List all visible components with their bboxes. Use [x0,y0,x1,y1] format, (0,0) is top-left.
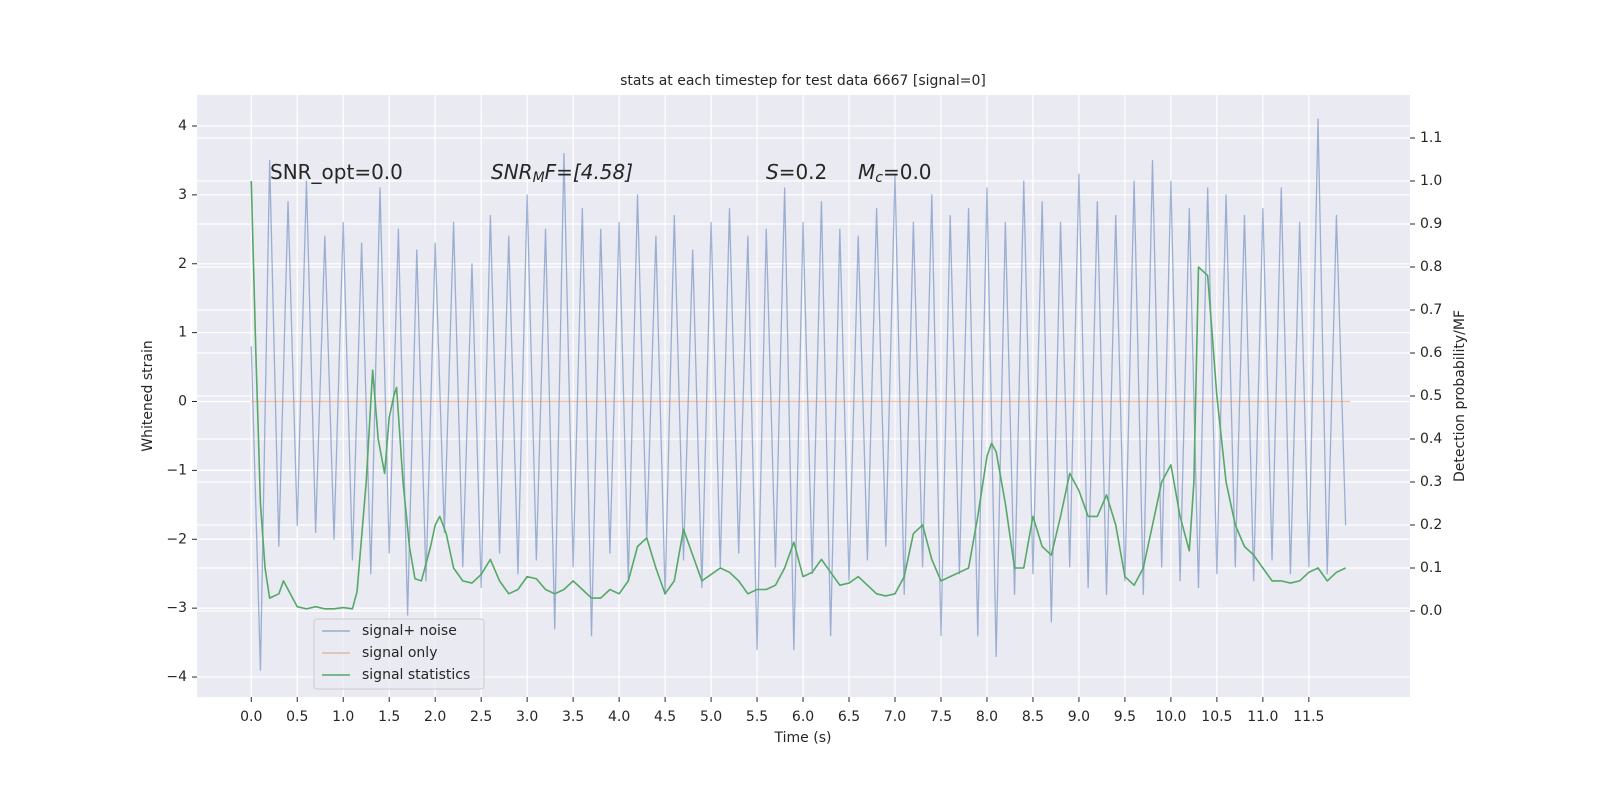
x-tick-label: 2.5 [470,709,492,725]
x-tick-label: 8.0 [976,709,998,725]
y2-tick-label: 0.7 [1420,302,1442,318]
y2-tick-label: 0.5 [1420,388,1442,404]
y2-tick-label: 0.0 [1420,603,1442,619]
series-line [250,118,1347,671]
y2-tick-label: 0.6 [1420,345,1442,361]
y2-tick-label: 0.3 [1420,474,1442,490]
x-tick-label: 8.5 [1022,709,1044,725]
y2-axis-label: Detection probability/MF [1452,310,1468,482]
grid [197,95,1410,697]
y-axis-label: Whitened strain [140,340,156,451]
annotation-base: M [858,160,875,184]
legend-box [313,618,485,690]
y-tick-label: 2 [178,256,187,272]
x-tick-label: 7.5 [930,709,952,725]
x-tick-label: 0.0 [240,709,262,725]
y-tick-label: −1 [166,462,187,478]
annotation: SNRMF=[4.58] [491,160,633,187]
x-tick-label: 3.5 [562,709,584,725]
y2-tick-label: 0.4 [1420,431,1442,447]
y-tick-label: −4 [166,669,187,685]
annotation-base: SNR [491,160,533,184]
x-axis-label: Time (s) [774,730,832,746]
x-tick-label: 1.0 [332,709,354,725]
annotation-rest: =0.2 [779,160,828,184]
x-tick-label: 11.5 [1293,709,1324,725]
x-tick-label: 0.5 [286,709,308,725]
x-tick-label: 4.5 [654,709,676,725]
legend-label: signal only [362,645,437,661]
y2-tick-label: 0.2 [1420,517,1442,533]
x-tick-label: 6.0 [792,709,814,725]
y2-tick-label: 1.1 [1420,130,1442,146]
x-tick-label: 5.5 [746,709,768,725]
chart-title: stats at each timestep for test data 666… [620,73,986,89]
y2-tick-label: 0.1 [1420,560,1442,576]
annotation-rest: F=[4.58] [545,160,633,184]
x-tick-label: 9.0 [1068,709,1090,725]
x-tick-label: 4.0 [608,709,630,725]
annotation-base: S [766,160,779,184]
x-tick-label: 3.0 [516,709,538,725]
legend-label: signal+ noise [362,623,457,639]
y-tick-label: 3 [178,187,187,203]
series-line [250,180,1346,610]
annotation-base: SNR_opt=0.0 [270,160,403,184]
y-tick-label: −3 [166,600,187,616]
y-tick-label: −2 [166,531,187,547]
y-tick-label: 4 [178,118,187,134]
y2-tick-label: 0.9 [1420,216,1442,232]
annotation: S=0.2 [766,160,827,184]
x-tick-label: 1.5 [378,709,400,725]
x-tick-label: 11.0 [1247,709,1278,725]
x-tick-label: 7.0 [884,709,906,725]
legend: signal+ noise signal only signal statistic… [313,618,485,690]
y-tick-label: 0 [178,394,187,410]
x-tick-label: 9.5 [1114,709,1136,725]
y2-tick-label: 0.8 [1420,259,1442,275]
annotation: Mc=0.0 [858,160,932,187]
x-tick-label: 10.5 [1201,709,1232,725]
annotation-sub: M [533,170,545,186]
y2-tick-label: 1.0 [1420,173,1442,189]
x-tick-label: 6.5 [838,709,860,725]
x-tick-label: 2.0 [424,709,446,725]
legend-label: signal statistics [362,667,470,683]
y-tick-label: 1 [178,325,187,341]
annotation: SNR_opt=0.0 [270,160,403,184]
x-tick-label: 5.0 [700,709,722,725]
annotation-sub: c [875,170,883,186]
annotation-rest: =0.0 [883,160,932,184]
x-tick-label: 10.0 [1155,709,1186,725]
